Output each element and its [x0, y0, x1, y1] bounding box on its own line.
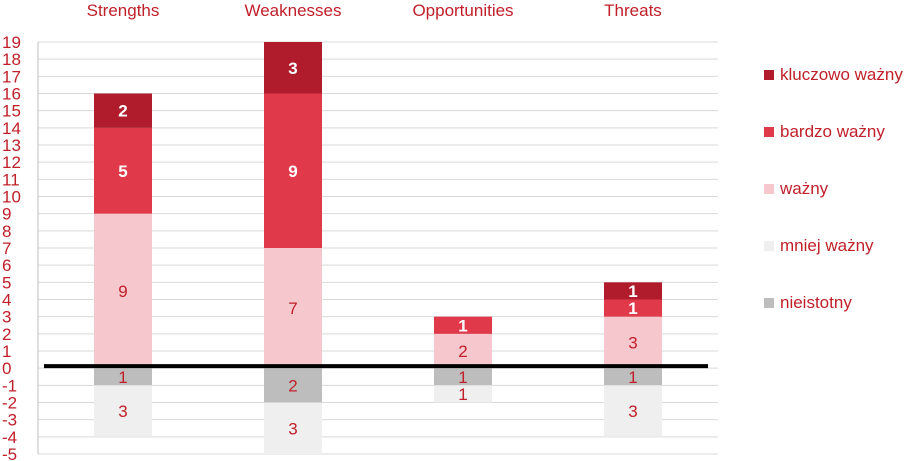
data-label: 1 — [458, 368, 467, 387]
y-tick-label: 15 — [2, 102, 21, 121]
bar-segment — [94, 213, 152, 369]
data-label: 9 — [288, 162, 297, 181]
y-tick-label: 5 — [2, 273, 11, 292]
data-label: 1 — [628, 368, 637, 387]
data-label: 1 — [458, 385, 467, 404]
y-tick-label: 19 — [2, 33, 21, 52]
data-label: 3 — [288, 419, 297, 438]
bar-segment — [434, 368, 492, 386]
category-label: Strengths — [87, 1, 160, 20]
data-label: 2 — [118, 102, 127, 121]
y-tick-label: -4 — [2, 428, 17, 447]
y-tick-label: 9 — [2, 205, 11, 224]
bar-segment — [604, 368, 662, 386]
legend-swatch — [764, 184, 774, 194]
legend-swatch — [764, 298, 774, 308]
y-tick-label: 2 — [2, 325, 11, 344]
bar-segment — [94, 385, 152, 437]
data-label: 3 — [628, 333, 637, 352]
y-tick-label: 1 — [2, 342, 11, 361]
y-tick-label: 18 — [2, 50, 21, 69]
y-tick-label: 12 — [2, 153, 21, 172]
legend-swatch — [764, 241, 774, 251]
bar-segment — [604, 282, 662, 300]
y-tick-label: -3 — [2, 411, 17, 430]
data-label: 1 — [628, 282, 637, 301]
category-label: Opportunities — [412, 1, 513, 20]
data-label: 1 — [458, 316, 467, 335]
data-label: 2 — [458, 342, 467, 361]
bar-segment — [604, 316, 662, 369]
bar-segment — [434, 385, 492, 403]
bar-segment — [94, 127, 152, 214]
legend-label: bardzo ważny — [780, 122, 885, 141]
bar-segment — [434, 333, 492, 369]
bar-segment — [434, 316, 492, 334]
data-label: 7 — [288, 299, 297, 318]
y-tick-label: 14 — [2, 119, 21, 138]
category-labels: Strengths Weaknesses Opportunities Threats — [87, 1, 662, 20]
bar-segment — [604, 385, 662, 437]
legend-label: kluczowo ważny — [780, 65, 903, 84]
y-tick-label: 13 — [2, 136, 21, 155]
y-tick-label: -1 — [2, 376, 17, 395]
bar-segment — [264, 368, 322, 403]
y-tick-label: 16 — [2, 85, 21, 104]
bar-segment — [264, 93, 322, 248]
bar-segment — [264, 402, 322, 454]
bar-segment — [264, 248, 322, 369]
y-tick-label: 6 — [2, 256, 11, 275]
y-tick-label: 7 — [2, 239, 11, 258]
y-tick-label: 0 — [2, 359, 11, 378]
y-tick-label: -2 — [2, 394, 17, 413]
y-tick-label: -5 — [2, 445, 17, 461]
data-label: 3 — [288, 59, 297, 78]
y-tick-label: 4 — [2, 291, 11, 310]
data-label: 2 — [288, 376, 297, 395]
category-label: Weaknesses — [244, 1, 341, 20]
data-label: 3 — [628, 402, 637, 421]
data-label: 1 — [628, 299, 637, 318]
y-tick-label: 10 — [2, 188, 21, 207]
data-label: 5 — [118, 162, 127, 181]
legend-swatch — [764, 127, 774, 137]
bar-segment — [264, 42, 322, 94]
y-tick-label: 11 — [2, 170, 20, 189]
legend-swatch — [764, 70, 774, 80]
bar-segment — [604, 299, 662, 317]
y-tick-label: 17 — [2, 67, 21, 86]
data-label: 1 — [118, 368, 127, 387]
y-tick-label: 3 — [2, 308, 11, 327]
data-label: 9 — [118, 282, 127, 301]
legend-label: mniej ważny — [780, 236, 874, 255]
bars — [94, 42, 662, 454]
legend-label: ważny — [779, 179, 829, 198]
category-label: Threats — [604, 1, 662, 20]
bar-segment — [94, 368, 152, 386]
data-label: 3 — [118, 402, 127, 421]
bar-segment — [94, 93, 152, 128]
legend: kluczowo ważny bardzo ważny ważny mniej waż… — [764, 65, 903, 312]
y-tick-label: 8 — [2, 222, 11, 241]
legend-label: nieistotny — [780, 293, 852, 312]
